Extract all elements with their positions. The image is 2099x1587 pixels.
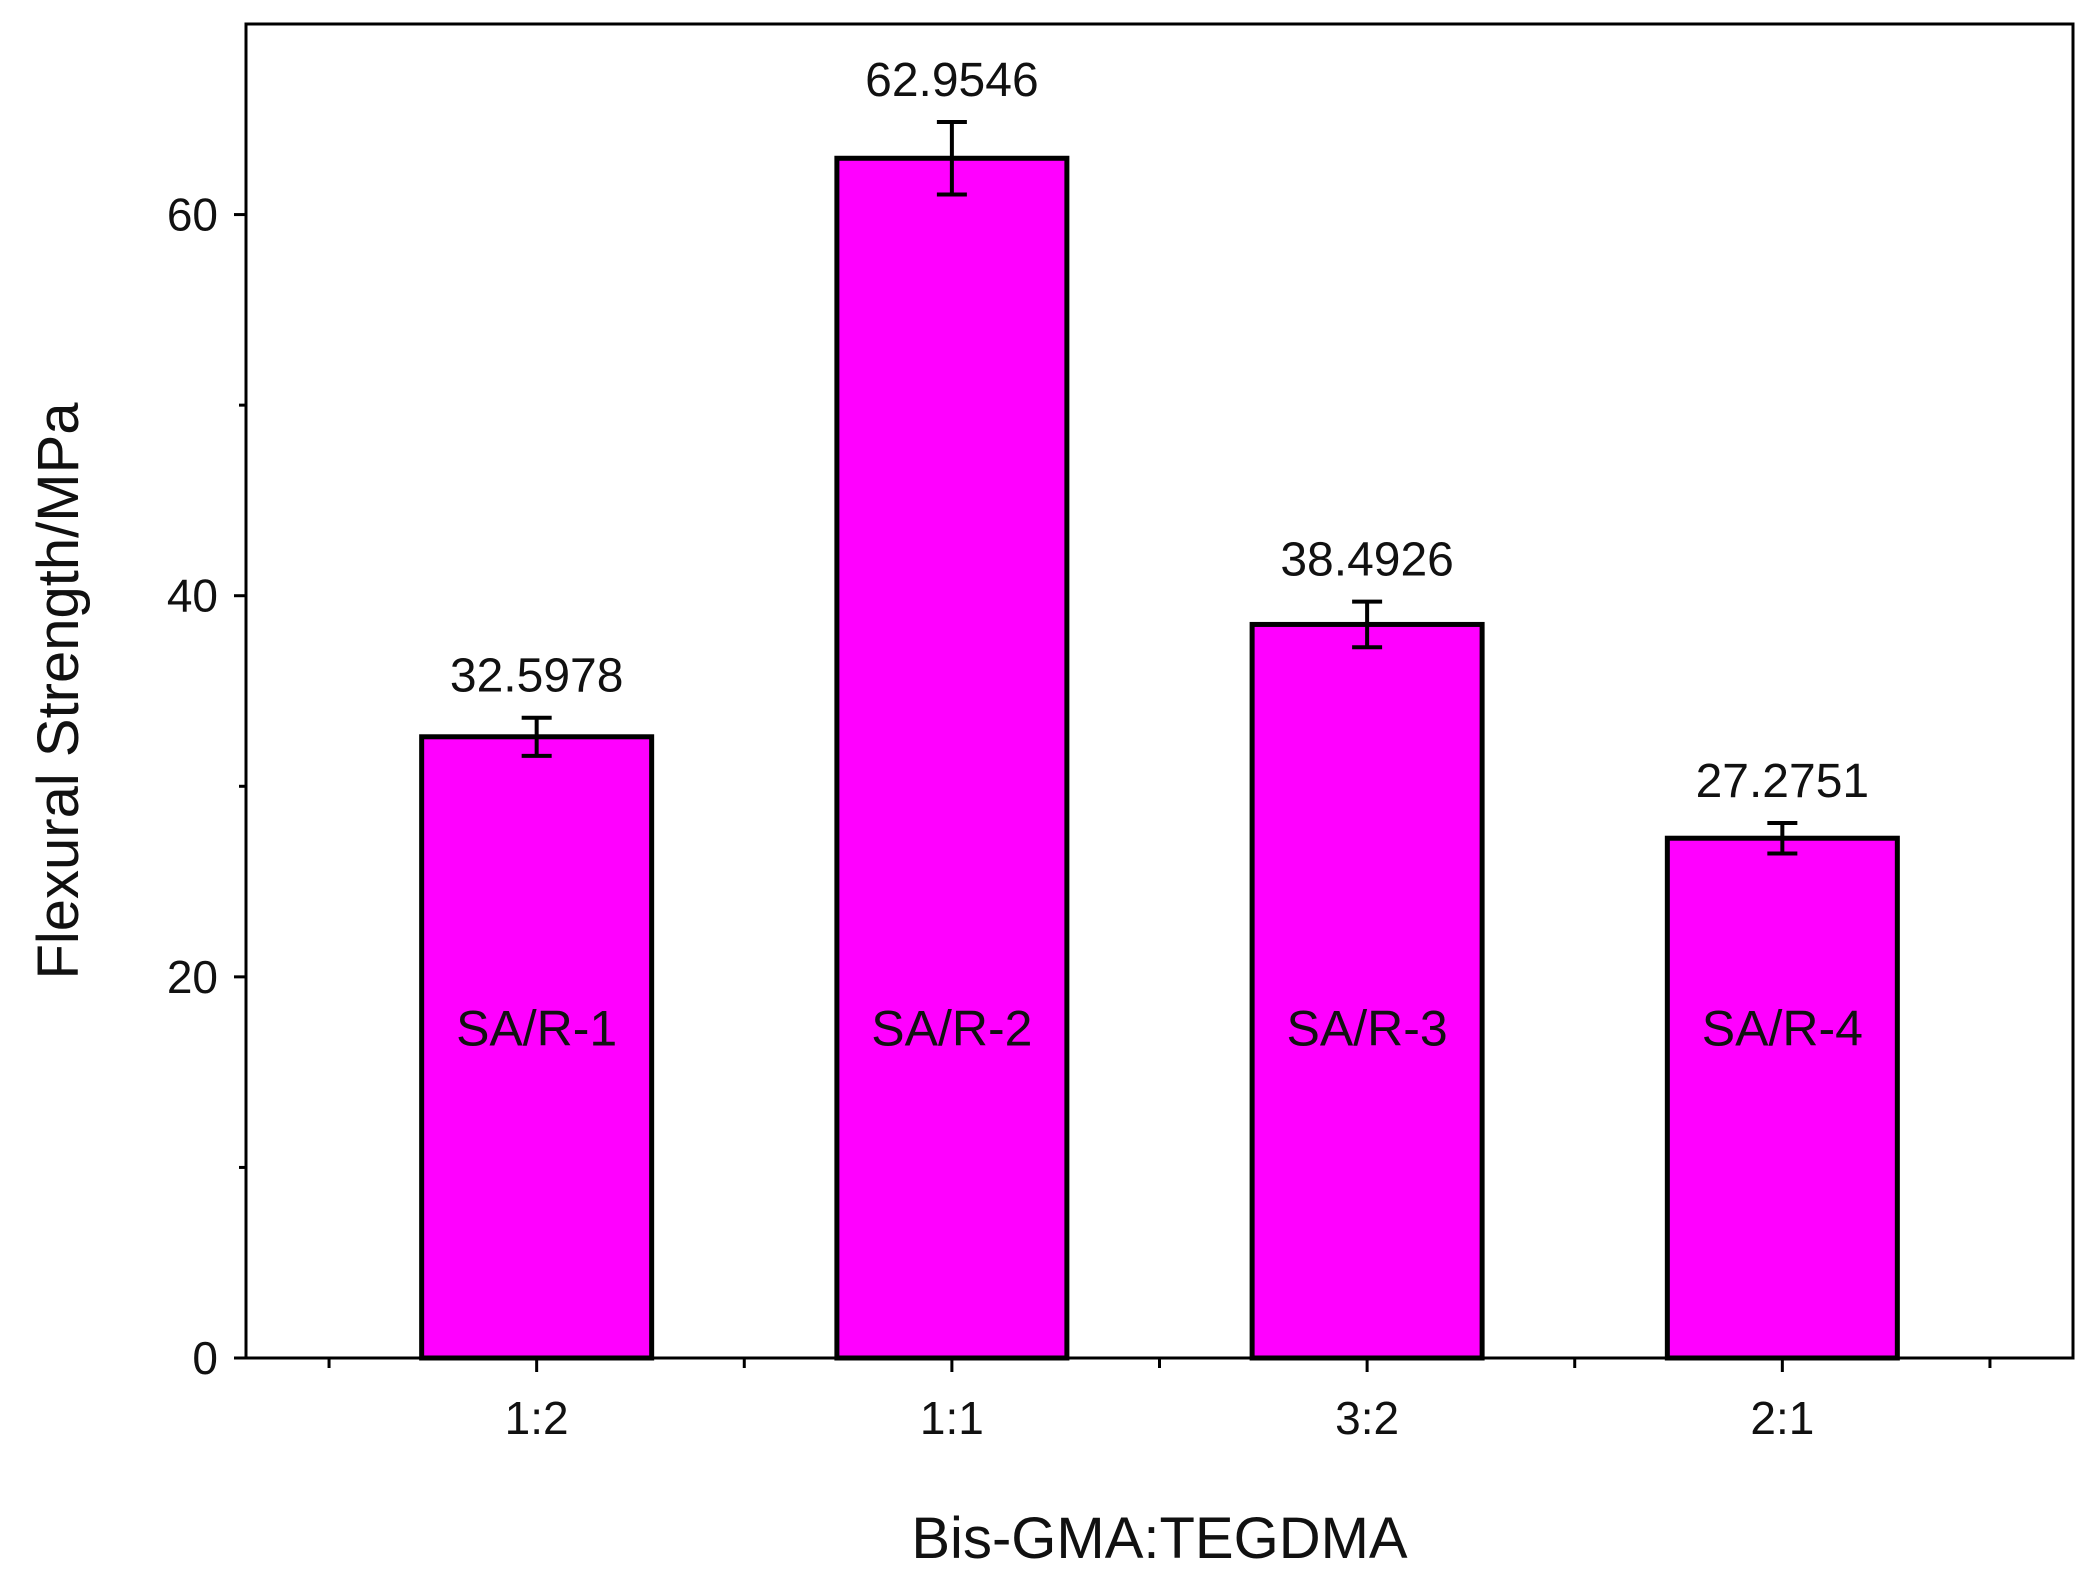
bars-layer xyxy=(419,155,1900,1361)
x-tick-label: 3:2 xyxy=(1335,1392,1399,1444)
data-label-1: 32.5978 xyxy=(450,650,624,703)
x-tick-label: 1:2 xyxy=(505,1392,569,1444)
bar-2 xyxy=(834,155,1070,1361)
x-axis-title: Bis-GMA:TEGDMA xyxy=(911,1506,1408,1571)
y-tick-label: 60 xyxy=(167,189,218,241)
labels-layer: 32.5978 62.9546 38.4926 27.2751 SA/R-1 SA/R-2… xyxy=(450,54,1869,1056)
y-tick-label: 20 xyxy=(167,951,218,1003)
y-axis-title: Flexural Strength/MPa xyxy=(26,402,91,980)
bar-inner-label-1: SA/R-1 xyxy=(456,1000,617,1056)
bar-inner-label-2: SA/R-2 xyxy=(871,1000,1032,1056)
axes-layer: 0 20 40 60 1:2 1:1 3:2 2:1 xyxy=(167,22,2075,1444)
error-bars-layer xyxy=(521,120,1798,856)
x-tick-label: 2:1 xyxy=(1750,1392,1814,1444)
x-tick-label: 1:1 xyxy=(920,1392,984,1444)
bar-4 xyxy=(1664,835,1900,1361)
bar-inner-label-3: SA/R-3 xyxy=(1287,1000,1448,1056)
data-label-3: 38.4926 xyxy=(1280,534,1454,587)
bar-inner-label-4: SA/R-4 xyxy=(1702,1000,1863,1056)
y-tick-label: 40 xyxy=(167,570,218,622)
bar-1 xyxy=(419,734,655,1361)
data-label-4: 27.2751 xyxy=(1696,755,1870,808)
y-tick-label: 0 xyxy=(192,1332,218,1384)
data-label-2: 62.9546 xyxy=(865,54,1039,107)
bar-3 xyxy=(1249,621,1485,1361)
